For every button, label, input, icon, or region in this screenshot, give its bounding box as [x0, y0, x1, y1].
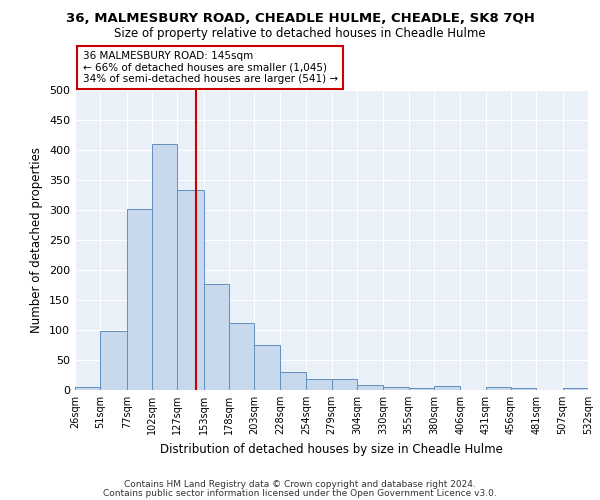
Text: Size of property relative to detached houses in Cheadle Hulme: Size of property relative to detached ho…: [114, 28, 486, 40]
Bar: [563, 388, 588, 390]
X-axis label: Distribution of detached houses by size in Cheadle Hulme: Distribution of detached houses by size …: [160, 442, 503, 456]
Text: 36 MALMESBURY ROAD: 145sqm
← 66% of detached houses are smaller (1,045)
34% of s: 36 MALMESBURY ROAD: 145sqm ← 66% of deta…: [83, 51, 338, 84]
Bar: [229, 323, 254, 390]
Bar: [127, 210, 152, 390]
Bar: [280, 372, 306, 390]
Bar: [152, 144, 178, 390]
Bar: [254, 345, 280, 390]
Bar: [331, 379, 357, 390]
Text: Contains public sector information licensed under the Open Government Licence v3: Contains public sector information licen…: [103, 489, 497, 498]
Y-axis label: Number of detached properties: Number of detached properties: [31, 147, 43, 333]
Bar: [511, 388, 536, 390]
Bar: [434, 386, 460, 390]
Bar: [204, 284, 229, 390]
Bar: [75, 387, 100, 390]
Text: 36, MALMESBURY ROAD, CHEADLE HULME, CHEADLE, SK8 7QH: 36, MALMESBURY ROAD, CHEADLE HULME, CHEA…: [65, 12, 535, 26]
Bar: [485, 387, 511, 390]
Bar: [178, 190, 204, 390]
Bar: [357, 384, 383, 390]
Bar: [306, 379, 331, 390]
Bar: [383, 387, 409, 390]
Bar: [100, 330, 127, 390]
Bar: [409, 388, 434, 390]
Text: Contains HM Land Registry data © Crown copyright and database right 2024.: Contains HM Land Registry data © Crown c…: [124, 480, 476, 489]
